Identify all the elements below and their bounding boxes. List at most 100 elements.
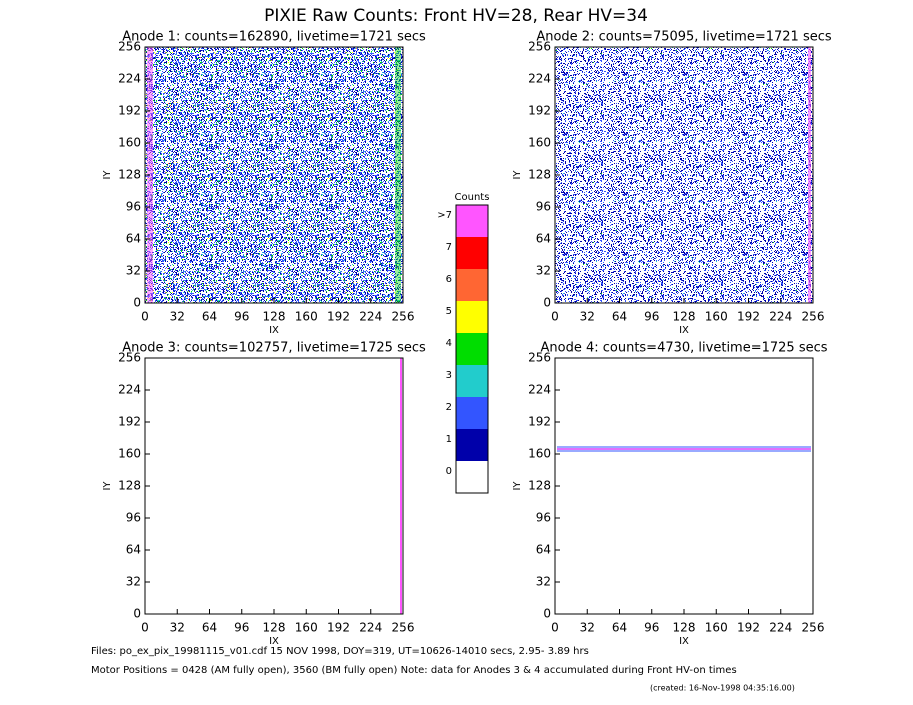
x-tick-label: 0 [551,621,559,635]
y-tick-label: 256 [118,351,141,365]
x-tick-label: 96 [644,310,659,324]
x-tick-label: 224 [359,310,382,324]
y-tick-label: 224 [528,72,551,86]
y-tick-label: 32 [126,264,141,278]
edge-band [400,358,402,614]
created-note: (created: 16-Nov-1998 04:35:16.00) [650,684,795,693]
x-tick-label: 96 [644,621,659,635]
y-tick-label: 256 [118,40,141,54]
y-axis-label: IY [512,170,523,180]
x-tick-label: 160 [705,310,728,324]
x-tick-label: 128 [673,310,696,324]
y-tick-label: 224 [118,383,141,397]
x-tick-label: 128 [263,621,286,635]
x-tick-label: 0 [141,621,149,635]
y-tick-label: 0 [133,607,141,621]
x-tick-label: 192 [327,310,350,324]
colorbar-segment [456,301,488,333]
chart-title: PIXIE Raw Counts: Front HV=28, Rear HV=3… [264,6,648,26]
x-tick-label: 96 [234,310,249,324]
x-tick-label: 224 [769,310,792,324]
x-tick-label: 128 [673,621,696,635]
colorbar-label: 2 [446,402,452,413]
y-tick-label: 160 [528,447,551,461]
colorbar-label: 5 [446,306,452,317]
y-tick-label: 128 [118,168,141,182]
colorbar-label: 6 [446,274,452,285]
x-tick-label: 64 [612,310,627,324]
colorbar-frame [455,204,489,494]
x-tick-label: 256 [802,310,825,324]
x-axis-label: IX [269,636,279,647]
colorbar-segment [456,365,488,397]
colorbar-segment [456,461,488,493]
x-tick-label: 160 [295,310,318,324]
plot-frame [554,357,814,615]
x-tick-label: 32 [170,621,185,635]
y-tick-label: 64 [536,543,551,557]
y-tick-label: 96 [126,511,141,525]
y-tick-label: 160 [528,136,551,150]
colorbar-segment [456,397,488,429]
x-tick-label: 192 [737,621,760,635]
x-tick-label: 64 [202,621,217,635]
y-tick-label: 96 [536,511,551,525]
x-tick-label: 256 [802,621,825,635]
colorbar-segment [456,269,488,301]
x-tick-label: 96 [234,621,249,635]
x-tick-label: 224 [769,621,792,635]
y-tick-label: 0 [543,296,551,310]
y-tick-label: 32 [126,575,141,589]
image-texture [145,47,403,303]
x-tick-label: 64 [612,621,627,635]
x-tick-label: 32 [170,310,185,324]
colorbar-label: 7 [446,242,452,253]
colorbar-segment [456,237,488,269]
y-axis-label: IY [102,481,113,491]
y-tick-label: 160 [118,136,141,150]
y-tick-label: 192 [118,104,141,118]
x-tick-label: 160 [295,621,318,635]
x-tick-label: 32 [580,621,595,635]
y-tick-label: 224 [528,383,551,397]
x-axis-label: IX [679,636,689,647]
image-texture [555,47,813,303]
y-tick-label: 160 [118,447,141,461]
y-axis-label: IY [102,170,113,180]
panel-title: Anode 1: counts=162890, livetime=1721 se… [122,30,426,45]
colorbar-segment [456,205,488,237]
x-tick-label: 32 [580,310,595,324]
y-tick-label: 128 [528,168,551,182]
panel-title: Anode 4: counts=4730, livetime=1725 secs [540,341,827,356]
y-tick-label: 0 [133,296,141,310]
colorbar-title: Counts [455,192,490,203]
y-tick-label: 128 [118,479,141,493]
colorbar-label: 1 [446,434,452,445]
x-tick-label: 160 [705,621,728,635]
x-axis-label: IX [269,325,279,336]
y-tick-label: 192 [528,104,551,118]
footer-line: Motor Positions = 0428 (AM fully open), … [91,665,737,676]
edge-band [808,47,811,303]
edge-band [395,47,401,303]
colorbar-segment [456,333,488,365]
colorbar-label: 4 [446,338,452,349]
x-tick-label: 192 [737,310,760,324]
panel-title: Anode 3: counts=102757, livetime=1725 se… [122,341,426,356]
y-tick-label: 64 [126,232,141,246]
colorbar-label: 0 [446,466,452,477]
x-tick-label: 64 [202,310,217,324]
x-axis-label: IX [679,325,689,336]
y-tick-label: 64 [536,232,551,246]
y-tick-label: 256 [528,40,551,54]
y-axis-label: IY [512,481,523,491]
x-tick-label: 256 [392,621,415,635]
y-tick-label: 224 [118,72,141,86]
plot-frame [144,357,404,615]
y-tick-label: 256 [528,351,551,365]
x-tick-label: 0 [141,310,149,324]
panel-title: Anode 2: counts=75095, livetime=1721 sec… [536,30,832,45]
x-tick-label: 256 [392,310,415,324]
y-tick-label: 96 [126,200,141,214]
y-tick-label: 0 [543,607,551,621]
